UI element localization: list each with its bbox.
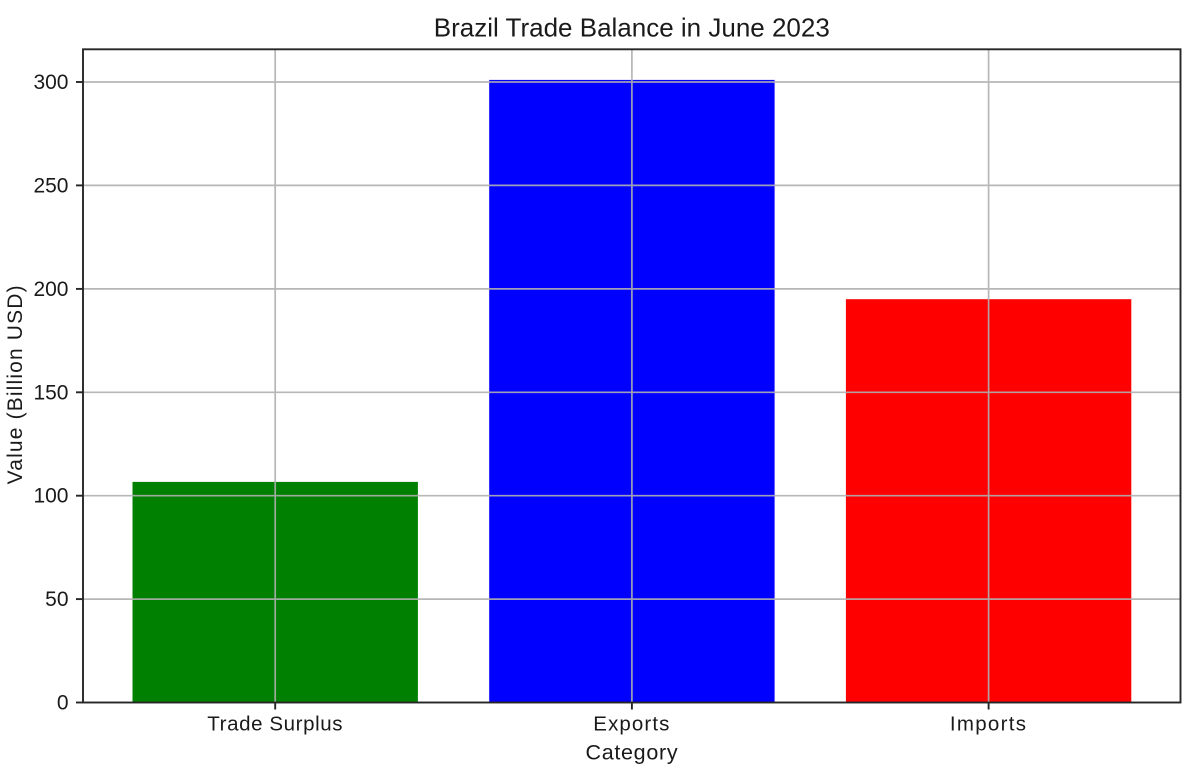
svg-text:Value (Billion USD): Value (Billion USD)	[4, 284, 27, 484]
svg-text:Category: Category	[585, 741, 678, 765]
svg-text:100: 100	[33, 485, 68, 508]
svg-text:0: 0	[57, 692, 69, 715]
svg-text:Trade Surplus: Trade Surplus	[207, 713, 343, 736]
svg-text:Exports: Exports	[593, 713, 670, 736]
svg-text:50: 50	[45, 588, 68, 611]
svg-text:300: 300	[33, 71, 68, 94]
svg-text:150: 150	[33, 381, 68, 404]
svg-text:Imports: Imports	[950, 713, 1027, 736]
svg-text:200: 200	[33, 278, 68, 301]
svg-text:250: 250	[33, 174, 68, 197]
svg-text:Brazil Trade Balance in June 2: Brazil Trade Balance in June 2023	[434, 13, 830, 43]
